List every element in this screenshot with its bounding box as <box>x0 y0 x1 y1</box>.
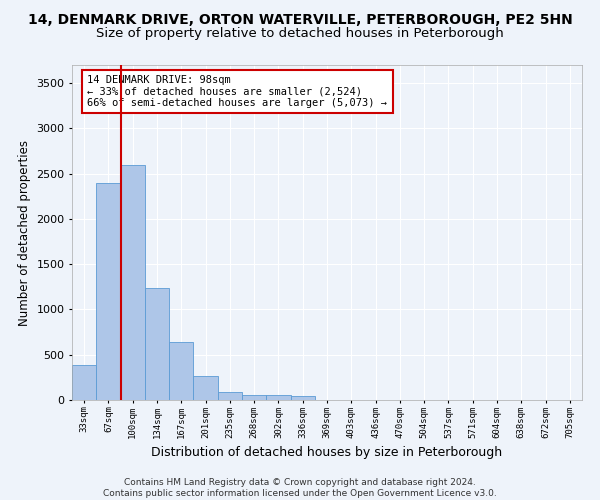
Text: 14 DENMARK DRIVE: 98sqm
← 33% of detached houses are smaller (2,524)
66% of semi: 14 DENMARK DRIVE: 98sqm ← 33% of detache… <box>88 75 388 108</box>
Y-axis label: Number of detached properties: Number of detached properties <box>17 140 31 326</box>
Text: Size of property relative to detached houses in Peterborough: Size of property relative to detached ho… <box>96 28 504 40</box>
Bar <box>169 342 193 400</box>
Bar <box>242 394 266 400</box>
Text: Contains HM Land Registry data © Crown copyright and database right 2024.
Contai: Contains HM Land Registry data © Crown c… <box>103 478 497 498</box>
Bar <box>145 288 169 400</box>
Bar <box>218 392 242 400</box>
X-axis label: Distribution of detached houses by size in Peterborough: Distribution of detached houses by size … <box>151 446 503 459</box>
Bar <box>121 164 145 400</box>
Bar <box>96 182 121 400</box>
Bar <box>266 395 290 400</box>
Bar <box>72 364 96 400</box>
Text: 14, DENMARK DRIVE, ORTON WATERVILLE, PETERBOROUGH, PE2 5HN: 14, DENMARK DRIVE, ORTON WATERVILLE, PET… <box>28 12 572 26</box>
Bar <box>193 376 218 400</box>
Bar <box>290 396 315 400</box>
